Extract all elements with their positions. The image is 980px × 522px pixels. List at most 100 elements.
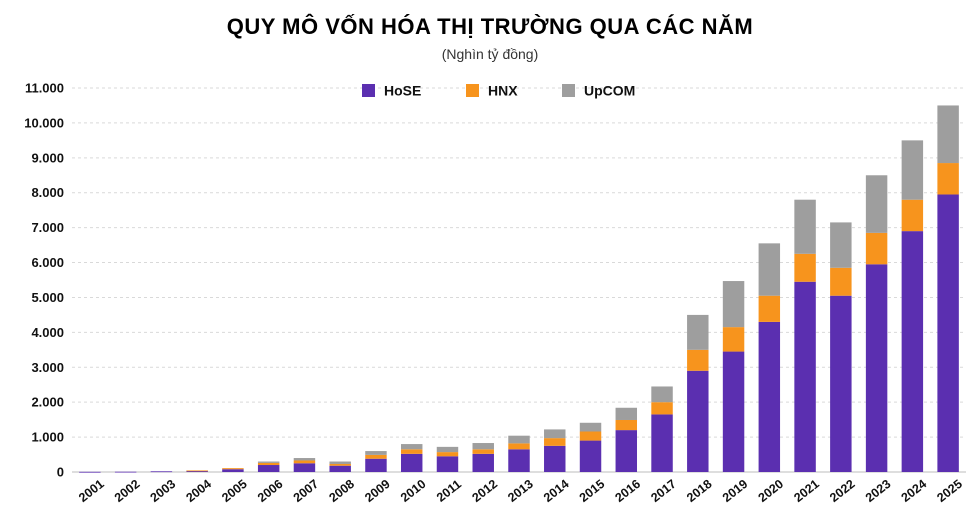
bar-upcom-2010 bbox=[400, 444, 423, 450]
bar-upcom-2015 bbox=[579, 422, 602, 432]
bar-hose-2006 bbox=[257, 465, 280, 472]
bar-hose-2012 bbox=[472, 453, 494, 472]
bar-upcom-2018 bbox=[687, 314, 709, 350]
bar-hnx-2021 bbox=[794, 253, 816, 282]
bar-hnx-2015 bbox=[579, 431, 602, 441]
bar-hose-2005 bbox=[222, 469, 244, 472]
legend-label-hnx: HNX bbox=[488, 83, 518, 99]
bar-hnx-2023 bbox=[865, 232, 888, 265]
bar-hose-2019 bbox=[722, 351, 745, 472]
bar-hnx-2024 bbox=[901, 199, 924, 232]
bar-upcom-2012 bbox=[472, 443, 494, 450]
x-tick-label: 2013 bbox=[505, 477, 536, 505]
bar-hose-2011 bbox=[436, 456, 459, 472]
x-tick-label: 2024 bbox=[899, 477, 930, 505]
y-tick-label: 4.000 bbox=[31, 325, 64, 340]
x-tick-label: 2020 bbox=[756, 477, 787, 505]
x-tick-label: 2025 bbox=[934, 477, 965, 505]
x-tick-label: 2011 bbox=[434, 477, 464, 505]
chart-title: QUY MÔ VỐN HÓA THỊ TRƯỜNG QUA CÁC NĂM bbox=[226, 14, 754, 39]
x-tick-label: 2021 bbox=[791, 477, 822, 505]
y-tick-label: 5.000 bbox=[31, 290, 64, 305]
chart-subtitle: (Nghìn tỷ đồng) bbox=[441, 46, 539, 62]
bar-upcom-2022 bbox=[830, 222, 852, 268]
bar-hose-2014 bbox=[544, 445, 566, 472]
bar-hnx-2006 bbox=[257, 462, 280, 466]
bar-upcom-2006 bbox=[257, 461, 280, 463]
bar-hose-2024 bbox=[901, 231, 924, 472]
bar-upcom-2016 bbox=[615, 407, 638, 420]
x-tick-label: 2010 bbox=[398, 477, 429, 505]
bar-hose-2008 bbox=[329, 465, 351, 472]
bar-hnx-2017 bbox=[651, 402, 673, 415]
x-tick-label: 2006 bbox=[255, 477, 286, 505]
bar-hnx-2007 bbox=[293, 460, 316, 464]
legend-swatch-hnx bbox=[466, 84, 479, 97]
bar-upcom-2025 bbox=[937, 105, 959, 164]
bar-hose-2020 bbox=[758, 321, 781, 472]
bar-hnx-2005 bbox=[222, 468, 244, 470]
bar-upcom-2017 bbox=[651, 386, 673, 403]
x-tick-label: 2001 bbox=[76, 477, 107, 505]
bar-upcom-2024 bbox=[901, 140, 924, 200]
bar-hnx-2014 bbox=[544, 438, 566, 446]
y-tick-label: 7.000 bbox=[31, 220, 64, 235]
y-tick-label: 0 bbox=[57, 465, 64, 480]
bar-hose-2007 bbox=[293, 463, 316, 472]
bar-hnx-2020 bbox=[758, 295, 781, 322]
bar-hnx-2011 bbox=[436, 452, 459, 457]
bar-upcom-2013 bbox=[508, 435, 530, 444]
bar-upcom-2008 bbox=[329, 461, 351, 464]
bar-hose-2002 bbox=[114, 471, 137, 473]
y-tick-label: 3.000 bbox=[31, 360, 64, 375]
bar-hose-2025 bbox=[937, 194, 959, 473]
bar-hnx-2012 bbox=[472, 449, 494, 454]
bar-upcom-2014 bbox=[544, 429, 566, 439]
bar-hose-2023 bbox=[865, 264, 888, 472]
bar-hnx-2013 bbox=[508, 443, 530, 450]
bar-hose-2022 bbox=[830, 295, 852, 472]
x-tick-label: 2003 bbox=[148, 477, 179, 505]
bar-hose-2021 bbox=[794, 281, 816, 472]
x-tick-label: 2023 bbox=[863, 477, 894, 505]
x-tick-label: 2012 bbox=[470, 477, 501, 505]
bar-hose-2004 bbox=[186, 470, 208, 472]
bar-hnx-2010 bbox=[400, 449, 423, 454]
x-tick-label: 2022 bbox=[827, 477, 858, 505]
bar-upcom-2019 bbox=[722, 281, 745, 328]
y-tick-label: 11.000 bbox=[25, 81, 64, 96]
legend-swatch-upcom bbox=[562, 84, 575, 97]
legend-label-upcom: UpCOM bbox=[584, 83, 635, 99]
bar-hose-2016 bbox=[615, 430, 638, 472]
bar-upcom-2023 bbox=[865, 175, 888, 233]
bar-hnx-2022 bbox=[830, 267, 852, 296]
bar-hnx-2016 bbox=[615, 419, 638, 431]
x-tick-label: 2017 bbox=[648, 477, 679, 505]
bar-upcom-2007 bbox=[293, 458, 316, 461]
x-tick-label: 2018 bbox=[684, 477, 715, 505]
x-tick-label: 2008 bbox=[326, 477, 357, 505]
x-tick-label: 2019 bbox=[720, 477, 751, 505]
bar-upcom-2009 bbox=[365, 451, 387, 455]
x-tick-label: 2005 bbox=[219, 477, 250, 505]
x-tick-label: 2016 bbox=[613, 477, 644, 505]
bar-hnx-2009 bbox=[365, 454, 387, 459]
x-tick-label: 2007 bbox=[291, 477, 322, 505]
x-tick-label: 2015 bbox=[577, 477, 608, 505]
bar-upcom-2021 bbox=[794, 199, 816, 254]
x-tick-label: 2004 bbox=[183, 477, 214, 505]
y-tick-label: 2.000 bbox=[31, 395, 64, 410]
bar-hnx-2004 bbox=[186, 470, 208, 472]
y-tick-label: 6.000 bbox=[31, 255, 64, 270]
bar-hnx-2025 bbox=[937, 163, 959, 195]
x-tick-label: 2009 bbox=[362, 477, 393, 505]
bar-hnx-2008 bbox=[329, 463, 351, 466]
y-tick-label: 9.000 bbox=[31, 150, 64, 165]
y-tick-label: 1.000 bbox=[31, 430, 64, 445]
bar-hose-2013 bbox=[508, 449, 530, 472]
y-tick-label: 8.000 bbox=[31, 185, 64, 200]
bar-upcom-2011 bbox=[436, 446, 459, 453]
x-tick-label: 2014 bbox=[541, 477, 572, 505]
